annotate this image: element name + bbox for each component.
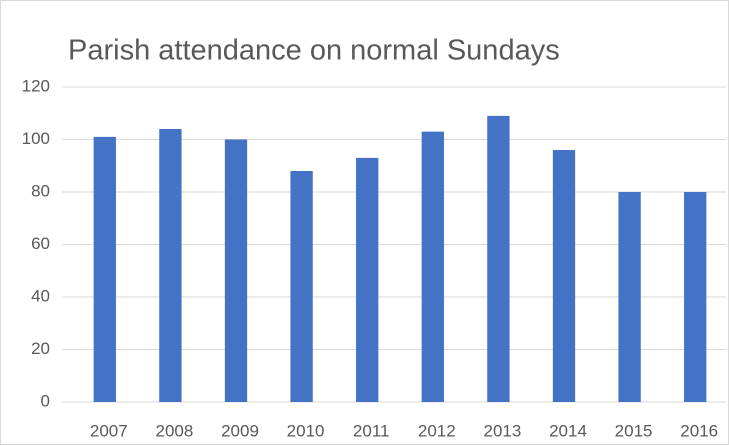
y-tick-label: 0 — [41, 391, 50, 410]
y-tick-label: 80 — [31, 181, 50, 200]
bar — [224, 139, 248, 402]
y-tick-label: 60 — [31, 234, 50, 253]
y-tick-label: 20 — [31, 339, 50, 358]
bar — [684, 192, 707, 402]
bar — [290, 171, 313, 402]
x-tick-label: 2013 — [483, 421, 521, 440]
y-tick-label: 100 — [22, 129, 50, 148]
chart-title: Parish attendance on normal Sundays — [68, 35, 560, 67]
x-tick-label: 2016 — [680, 421, 718, 440]
bar — [356, 157, 379, 402]
x-tick-label: 2009 — [221, 421, 259, 440]
y-tick-label: 40 — [31, 286, 50, 305]
bar — [618, 192, 641, 402]
x-tick-label: 2014 — [549, 421, 587, 440]
bar — [159, 129, 182, 402]
y-tick-label: 120 — [22, 76, 50, 95]
bar — [487, 115, 510, 402]
bar — [421, 131, 444, 402]
x-tick-label: 2008 — [155, 421, 193, 440]
bar — [552, 150, 576, 402]
x-tick-label: 2007 — [90, 421, 128, 440]
x-tick-label: 2010 — [287, 421, 325, 440]
x-tick-label: 2011 — [353, 421, 390, 440]
bar — [93, 136, 116, 402]
x-tick-label: 2012 — [418, 421, 456, 440]
x-tick-label: 2015 — [615, 421, 653, 440]
